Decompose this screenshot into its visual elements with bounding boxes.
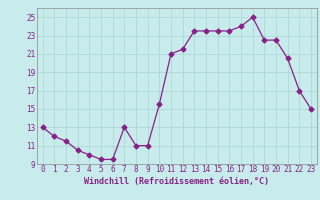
X-axis label: Windchill (Refroidissement éolien,°C): Windchill (Refroidissement éolien,°C) xyxy=(84,177,269,186)
